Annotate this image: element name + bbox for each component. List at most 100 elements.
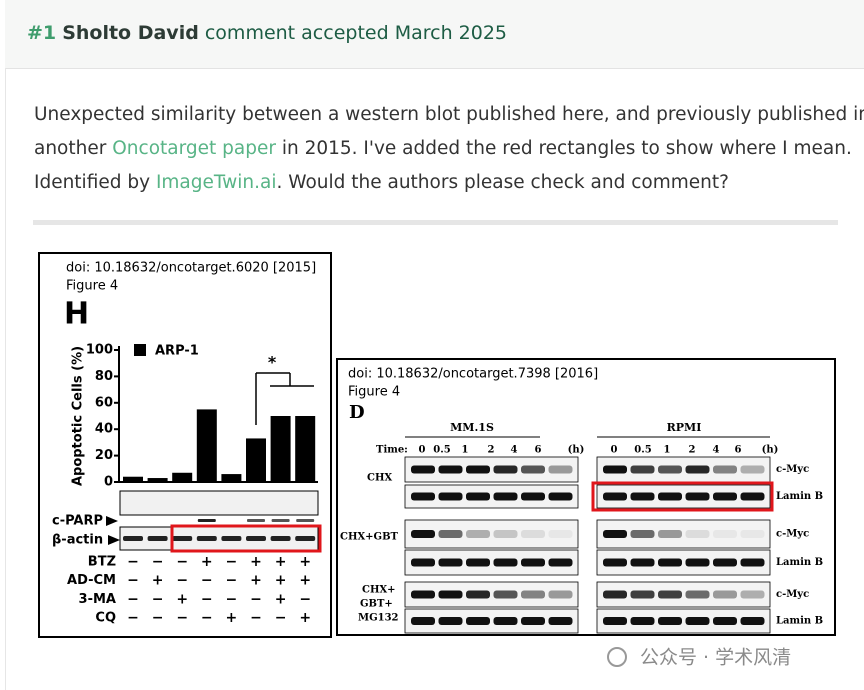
link[interactable]: Oncotarget paper [112,138,276,159]
band [685,530,710,538]
treatment-sign: + [275,554,287,570]
bar [147,478,168,482]
y-axis-label: Apoptotic Cells (%) [71,346,86,486]
band [713,465,737,474]
band [438,590,463,599]
band [658,492,682,501]
treatment-label: AD-CM [67,573,116,588]
comment-number[interactable]: #1 [27,22,57,44]
band [603,530,627,538]
band [466,558,490,567]
band [270,536,291,541]
treatment-sign: − [127,573,139,589]
band [740,492,765,501]
band [172,536,193,541]
treatment-sign: − [127,554,139,570]
bar [295,416,316,482]
link[interactable]: ImageTwin.ai [155,172,277,193]
condition-label: CHX [367,473,392,484]
band [123,536,143,541]
band [411,590,435,599]
band [493,590,518,599]
time-tick: 6 [735,445,742,456]
band [713,530,737,538]
body-line: Identified by ImageTwin.ai. Would the au… [34,166,864,200]
time-tick: (h) [568,445,585,456]
band [411,465,435,474]
treatment-sign: + [275,591,287,607]
band [603,617,627,625]
left-border [5,68,6,690]
condition-label: GBT+ [360,599,393,610]
band [466,590,490,599]
treatment-sign: + [250,554,262,570]
treatment-sign: − [226,554,238,570]
time-tick: 1 [462,445,469,456]
band [271,519,290,522]
treatment-sign: − [201,591,213,607]
treatment-sign: + [226,610,238,626]
treatment-sign: − [250,610,262,626]
band [196,536,217,541]
treatment-sign: − [152,591,164,607]
time-tick: 2 [689,445,696,456]
band [603,590,627,599]
band [740,617,765,625]
time-tick: 0.5 [433,445,450,456]
band [246,536,266,541]
band [658,617,682,625]
treatment-sign: − [176,610,188,626]
blot-strip [596,484,771,509]
time-tick: (h) [762,445,779,456]
band [630,590,655,599]
treatment-sign: − [250,591,262,607]
watermark-icon [607,647,627,667]
treatment-sign: − [201,610,213,626]
treatment-sign: − [127,591,139,607]
treatment-sign: − [152,610,164,626]
band [411,558,435,567]
band [438,558,463,567]
comment-body: Unexpected similarity between a western … [34,98,864,200]
bar [246,438,266,482]
treatment-sign: + [176,591,188,607]
body-line: Unexpected similarity between a western … [34,104,864,125]
band [658,558,682,567]
bar [196,409,217,482]
band [548,590,573,599]
blot-label: c-Myc [776,529,809,540]
blot-label: Lamin B [776,491,823,502]
treatment-sign: + [152,573,164,589]
treatment-sign: + [299,554,311,570]
header-line: #1 Sholto David comment accepted March 2… [27,22,507,44]
comment-author[interactable]: Sholto David [62,22,199,44]
band [438,530,463,538]
band [630,492,655,501]
time-tick: 4 [511,445,518,456]
band [603,492,627,501]
highlight-box [170,524,322,553]
comment-header: #1 Sholto David comment accepted March 2… [5,0,864,69]
figure-label: Figure 4 [66,279,118,294]
treatment-label: BTZ [88,555,116,570]
bar [172,472,193,482]
band [147,536,168,541]
y-tick-label: 20 [95,448,113,463]
blot-strip [119,490,319,516]
blot-label: c-Myc [776,589,809,600]
band [630,530,655,538]
band [197,519,216,522]
band [713,558,737,567]
y-tick-label: 80 [95,369,113,384]
treatment-sign: − [201,573,213,589]
band [493,558,518,567]
doi: doi: 10.18632/oncotarget.7398 [2016] [348,367,598,382]
band [548,617,573,625]
time-tick: 1 [664,445,671,456]
band [438,465,463,474]
comment-status: comment accepted March 2025 [204,22,508,44]
figure-label: Figure 4 [348,385,400,400]
band [247,519,265,522]
panel-letter: H [64,297,89,332]
